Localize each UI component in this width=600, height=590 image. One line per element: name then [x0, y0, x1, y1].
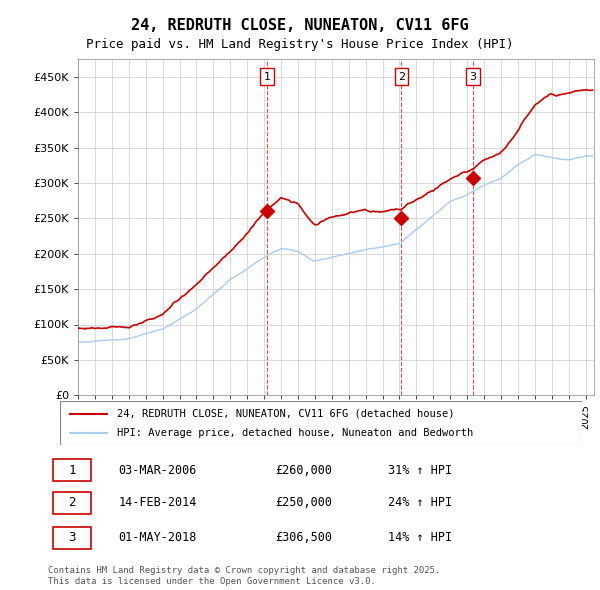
Text: 24, REDRUTH CLOSE, NUNEATON, CV11 6FG (detached house): 24, REDRUTH CLOSE, NUNEATON, CV11 6FG (d…	[118, 409, 455, 418]
FancyBboxPatch shape	[53, 527, 91, 549]
Text: 24, REDRUTH CLOSE, NUNEATON, CV11 6FG: 24, REDRUTH CLOSE, NUNEATON, CV11 6FG	[131, 18, 469, 32]
Text: 2: 2	[398, 72, 405, 81]
Text: 3: 3	[469, 72, 476, 81]
Text: 24% ↑ HPI: 24% ↑ HPI	[388, 496, 452, 510]
Text: 1: 1	[263, 72, 271, 81]
FancyBboxPatch shape	[53, 459, 91, 481]
Text: Price paid vs. HM Land Registry's House Price Index (HPI): Price paid vs. HM Land Registry's House …	[86, 38, 514, 51]
FancyBboxPatch shape	[60, 401, 582, 445]
Text: £306,500: £306,500	[275, 532, 332, 545]
Text: 01-MAY-2018: 01-MAY-2018	[118, 532, 197, 545]
Text: £260,000: £260,000	[275, 464, 332, 477]
Text: 2: 2	[68, 496, 76, 510]
Text: £250,000: £250,000	[275, 496, 332, 510]
Text: 14% ↑ HPI: 14% ↑ HPI	[388, 532, 452, 545]
Text: 1: 1	[68, 464, 76, 477]
Text: 14-FEB-2014: 14-FEB-2014	[118, 496, 197, 510]
Text: 31% ↑ HPI: 31% ↑ HPI	[388, 464, 452, 477]
Text: 03-MAR-2006: 03-MAR-2006	[118, 464, 197, 477]
FancyBboxPatch shape	[53, 492, 91, 514]
Text: 3: 3	[68, 532, 76, 545]
Text: Contains HM Land Registry data © Crown copyright and database right 2025.
This d: Contains HM Land Registry data © Crown c…	[48, 566, 440, 586]
Text: HPI: Average price, detached house, Nuneaton and Bedworth: HPI: Average price, detached house, Nune…	[118, 428, 473, 438]
